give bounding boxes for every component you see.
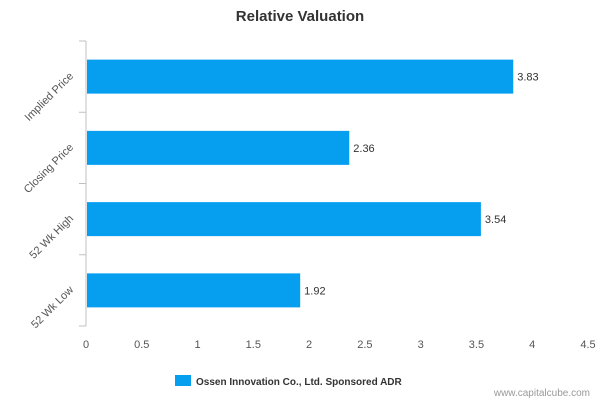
x-tick-label: 1 [194,339,200,351]
category-label: Implied Price [23,70,76,123]
x-tick-label: 3.5 [469,339,484,351]
data-label: 3.83 [517,72,538,84]
category-label: Closing Price [22,142,76,196]
chart-title: Relative Valuation [236,8,364,25]
x-tick-label: 4 [529,339,535,351]
bar [87,202,481,237]
bar [87,130,350,165]
x-tick-label: 0.5 [134,339,149,351]
x-tick-label: 4.5 [580,339,595,351]
x-tick-label: 0 [83,339,89,351]
category-label: 52 Wk Low [29,284,76,331]
legend-label: Ossen Innovation Co., Ltd. Sponsored ADR [196,377,403,388]
category-label: 52 Wk High [27,213,76,262]
legend-swatch [175,375,191,386]
legend: Ossen Innovation Co., Ltd. Sponsored ADR [175,375,403,388]
bar [87,273,301,308]
x-tick-label: 1.5 [246,339,261,351]
data-label: 3.54 [485,214,506,226]
source-credit: www.capitalcube.com [493,388,590,399]
x-tick-label: 2.5 [357,339,372,351]
x-tick-label: 2 [306,339,312,351]
data-label: 2.36 [353,143,374,155]
data-label: 1.92 [304,285,325,297]
bar [87,59,514,94]
x-tick-label: 3 [418,339,424,351]
